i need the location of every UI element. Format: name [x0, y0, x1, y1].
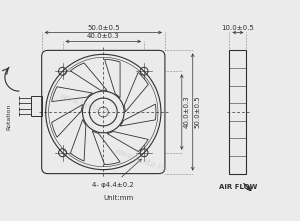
Text: 4- φ4.4±0.2: 4- φ4.4±0.2: [92, 159, 141, 188]
Text: Rotation: Rotation: [6, 104, 11, 130]
Text: Unit:mm: Unit:mm: [103, 195, 133, 202]
Text: 40.0±0.3: 40.0±0.3: [87, 33, 120, 40]
Text: www.lanta.ru: www.lanta.ru: [112, 146, 168, 173]
Text: 10.0±0.5: 10.0±0.5: [222, 25, 254, 30]
Text: AIR FLOW: AIR FLOW: [219, 183, 257, 190]
Text: www.lanta.ru: www.lanta.ru: [58, 91, 113, 119]
Text: 40.0±0.3: 40.0±0.3: [184, 96, 190, 128]
Text: 50.0±0.5: 50.0±0.5: [195, 96, 201, 128]
Text: 50.0±0.5: 50.0±0.5: [87, 25, 120, 30]
